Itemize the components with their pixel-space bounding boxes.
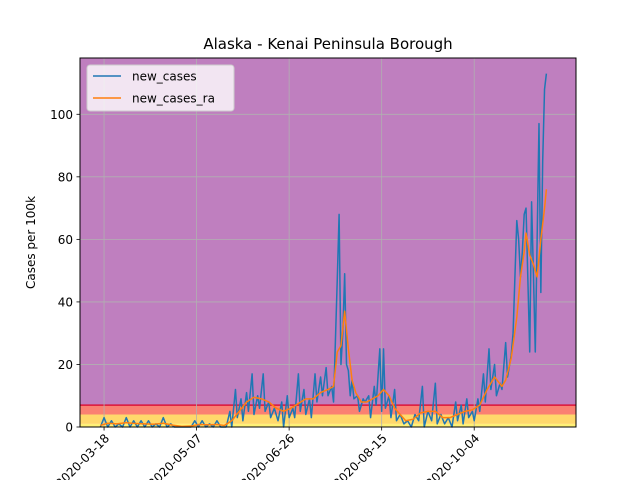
risk-band-1 <box>80 414 576 424</box>
y-tick-label-5: 100 <box>50 108 73 122</box>
series-line-new_cases_ra <box>100 189 548 428</box>
risk-band-3 <box>80 58 576 406</box>
risk-band-0 <box>80 423 576 427</box>
legend-label-new_cases_ra: new_cases_ra <box>132 92 215 106</box>
series-lines <box>99 73 548 428</box>
legend: new_cases new_cases_ra <box>86 64 235 112</box>
legend-box <box>86 64 235 112</box>
x-tick-label-4: 2020-10-04 <box>423 431 482 480</box>
legend-label-new_cases: new_cases <box>132 70 197 84</box>
y-tick-label-2: 40 <box>58 295 73 309</box>
axes-frame <box>79 57 577 428</box>
y-tick-label-4: 80 <box>58 170 73 184</box>
y-tick-label-3: 60 <box>58 233 73 247</box>
y-tick-label-0: 0 <box>65 421 73 435</box>
x-tick-label-1: 2020-05-07 <box>145 431 204 480</box>
chart-title: Alaska - Kenai Peninsula Borough <box>203 35 452 53</box>
risk-band-2 <box>80 405 576 415</box>
y-axis-label: Cases per 100k <box>24 196 38 289</box>
risk-bands <box>80 58 576 427</box>
x-tick-label-0: 2020-03-18 <box>53 431 112 480</box>
x-tick-label-2: 2020-06-26 <box>238 431 297 480</box>
x-tick-label-3: 2020-08-15 <box>331 431 390 480</box>
y-tick-label-1: 20 <box>58 358 73 372</box>
